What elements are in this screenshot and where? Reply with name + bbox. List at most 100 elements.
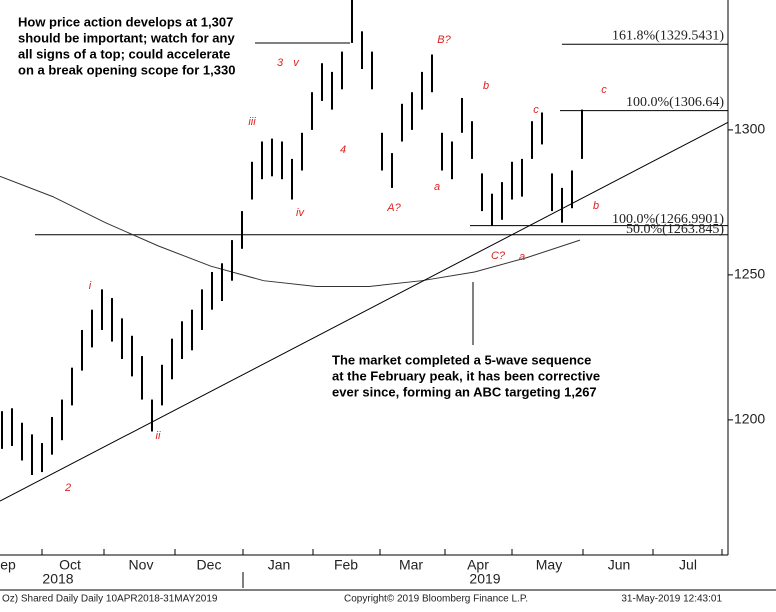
x-tick-label: Jan (268, 557, 291, 573)
x-tick-label: Jun (608, 557, 631, 573)
price-bar (531, 121, 533, 159)
price-bar (441, 132, 443, 171)
x-tick-label: Feb (334, 557, 358, 573)
price-bar (421, 71, 423, 110)
price-bar (551, 173, 553, 212)
year-label: 2019 (469, 571, 500, 587)
wave-label: C? (491, 250, 506, 262)
x-tick-label: Nov (129, 557, 154, 573)
price-bar (321, 63, 323, 101)
price-bar (81, 329, 83, 371)
price-bar (191, 309, 193, 351)
price-bar (21, 422, 23, 461)
price-bar (561, 187, 563, 223)
trendline (0, 121, 729, 502)
wave-label: iv (296, 207, 305, 219)
price-bar (201, 289, 203, 330)
price-bar (471, 121, 473, 159)
price-bar (411, 92, 413, 130)
price-bar (31, 434, 33, 475)
price-bar (11, 408, 13, 446)
wave-label: b (593, 200, 599, 212)
x-tick-label: Oct (59, 557, 81, 573)
fib-label: 100.0%(1306.64) (626, 95, 724, 110)
wave-label: B? (437, 34, 451, 46)
wave-label: 4 (340, 144, 346, 156)
price-bar (1, 411, 3, 449)
wave-label: i (89, 280, 92, 292)
wave-label: v (293, 57, 300, 69)
price-bar (371, 51, 373, 90)
price-bar (151, 399, 153, 432)
x-tick-label: Mar (399, 557, 423, 573)
wave-label: iii (248, 116, 256, 128)
price-bar (181, 321, 183, 359)
annotation: The market completed a 5-wave sequence (332, 352, 591, 367)
price-bar (331, 71, 333, 110)
price-bar (41, 443, 43, 473)
wave-label: 2 (64, 482, 71, 494)
y-tick-label: 1250 (734, 266, 765, 282)
price-bar (361, 31, 363, 70)
annotation: all signs of a top; could accelerate (18, 46, 230, 61)
price-bar (301, 132, 303, 171)
annotation: ever since, forming an ABC targeting 1,2… (332, 384, 597, 399)
annotation: on a break opening scope for 1,330 (18, 62, 235, 77)
price-bar (281, 141, 283, 180)
price-bar (61, 399, 63, 441)
price-bar (311, 92, 313, 130)
price-bar (161, 364, 163, 406)
wave-label: a (434, 181, 440, 193)
footer-text: Oz) Shared Daily Daily 10APR2018-31MAY20… (2, 594, 218, 605)
footer-text: 31-May-2019 12:43:01 (621, 594, 722, 605)
wave-label: c (533, 104, 539, 116)
price-bar (381, 132, 383, 171)
price-bar (521, 158, 523, 197)
wave-label: b (483, 80, 489, 92)
x-tick-label: Apr (467, 557, 489, 573)
price-bar (341, 51, 343, 90)
fib-label: 100.0%(1266.9901) (612, 212, 724, 227)
price-bar (131, 335, 133, 377)
wave-label: a (519, 251, 525, 263)
y-tick-label: 1300 (734, 121, 765, 137)
footer-text: Copyright© 2019 Bloomberg Finance L.P. (344, 594, 528, 605)
moving-average (0, 175, 581, 287)
price-bar (271, 138, 273, 177)
price-bar (51, 416, 53, 455)
price-bar (451, 141, 453, 180)
price-bar (501, 182, 503, 220)
y-tick-label: 1200 (734, 411, 765, 427)
price-bar (111, 298, 113, 342)
wave-label: 3 (277, 57, 284, 69)
price-bar (121, 318, 123, 359)
price-bar (71, 367, 73, 406)
price-bar (511, 161, 513, 200)
price-bar (261, 141, 263, 180)
x-tick-label: May (536, 557, 562, 573)
price-bar (91, 309, 93, 348)
price-bar (231, 240, 233, 281)
wave-label: A? (386, 202, 401, 214)
x-tick-label: Jul (679, 557, 697, 573)
year-label: 2018 (42, 571, 73, 587)
annotation: at the February peak, it has been correc… (332, 368, 600, 383)
fib-label: 50.0%(1263.845) (626, 222, 724, 237)
price-bar (571, 170, 573, 209)
price-bar (221, 263, 223, 301)
annotation: should be important; watch for any (18, 30, 235, 45)
price-bar (211, 271, 213, 310)
x-tick-label: ep (0, 557, 16, 573)
price-bar (391, 153, 393, 188)
price-bar (141, 356, 143, 400)
fib-label: 161.8%(1329.5431) (612, 28, 724, 43)
price-bar (481, 173, 483, 212)
price-bar (251, 161, 253, 200)
price-bar (171, 338, 173, 380)
x-tick-label: Dec (197, 557, 222, 573)
wave-label: ii (156, 430, 161, 442)
price-bar (241, 211, 243, 249)
price-bar (431, 54, 433, 93)
